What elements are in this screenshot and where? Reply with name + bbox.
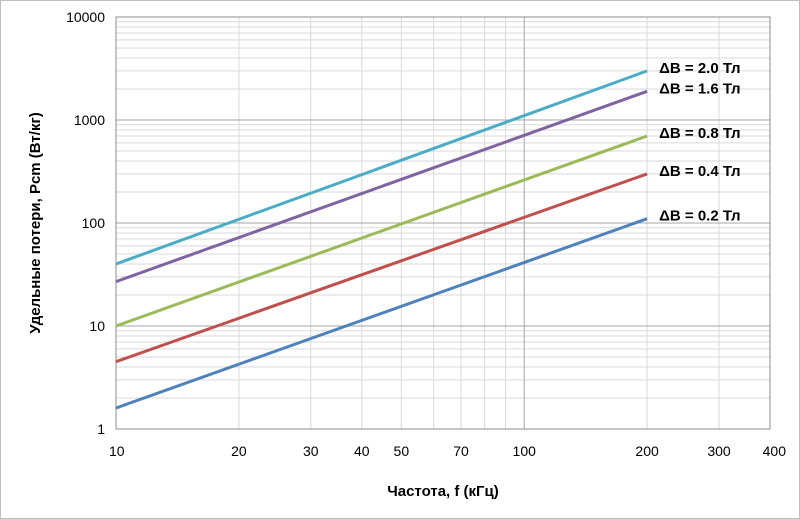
series-label-1: ΔB = 2.0 Тл — [659, 60, 740, 77]
series-line-2 — [115, 89, 648, 284]
y-axis-tick-labels: 1 10 100 1000 10000 — [66, 9, 105, 437]
series-line-5 — [115, 217, 648, 410]
y-tick-label: 100 — [82, 215, 106, 231]
x-tick-label: 10 — [109, 443, 125, 459]
x-axis-title: Частота, f (кГц) — [387, 483, 499, 500]
series-label-4: ΔB = 0.4 Тл — [659, 163, 740, 180]
x-tick-label: 20 — [231, 443, 247, 459]
x-tick-label: 300 — [707, 443, 731, 459]
series-label-3: ΔB = 0.8 Тл — [659, 125, 740, 142]
series-line-1 — [115, 69, 648, 266]
x-tick-label: 200 — [635, 443, 659, 459]
y-tick-label: 10 — [89, 318, 105, 334]
y-axis-title: Удельные потери, Pcm (Вт/кг) — [27, 112, 44, 333]
series-label-5: ΔB = 0.2 Тл — [659, 208, 740, 225]
plot-area-border — [115, 16, 771, 430]
x-tick-label: 30 — [303, 443, 319, 459]
x-axis-tick-labels: 10 20 30 40 50 70 100 200 300 400 — [109, 443, 786, 459]
series-labels: ΔB = 2.0 Тл ΔB = 1.6 Тл ΔB = 0.8 Тл ΔB = 0.… — [659, 60, 740, 225]
series-lines — [115, 69, 648, 410]
x-tick-label: 40 — [354, 443, 370, 459]
series-label-2: ΔB = 1.6 Тл — [659, 80, 740, 97]
y-tick-label: 1000 — [74, 112, 105, 128]
y-tick-label: 1 — [97, 421, 105, 437]
series-line-3 — [115, 134, 648, 328]
series-line-4 — [115, 172, 648, 364]
x-tick-label: 400 — [763, 443, 787, 459]
x-tick-label: 70 — [453, 443, 469, 459]
x-tick-label: 50 — [394, 443, 410, 459]
x-tick-label: 100 — [513, 443, 537, 459]
y-tick-label: 10000 — [66, 9, 105, 25]
